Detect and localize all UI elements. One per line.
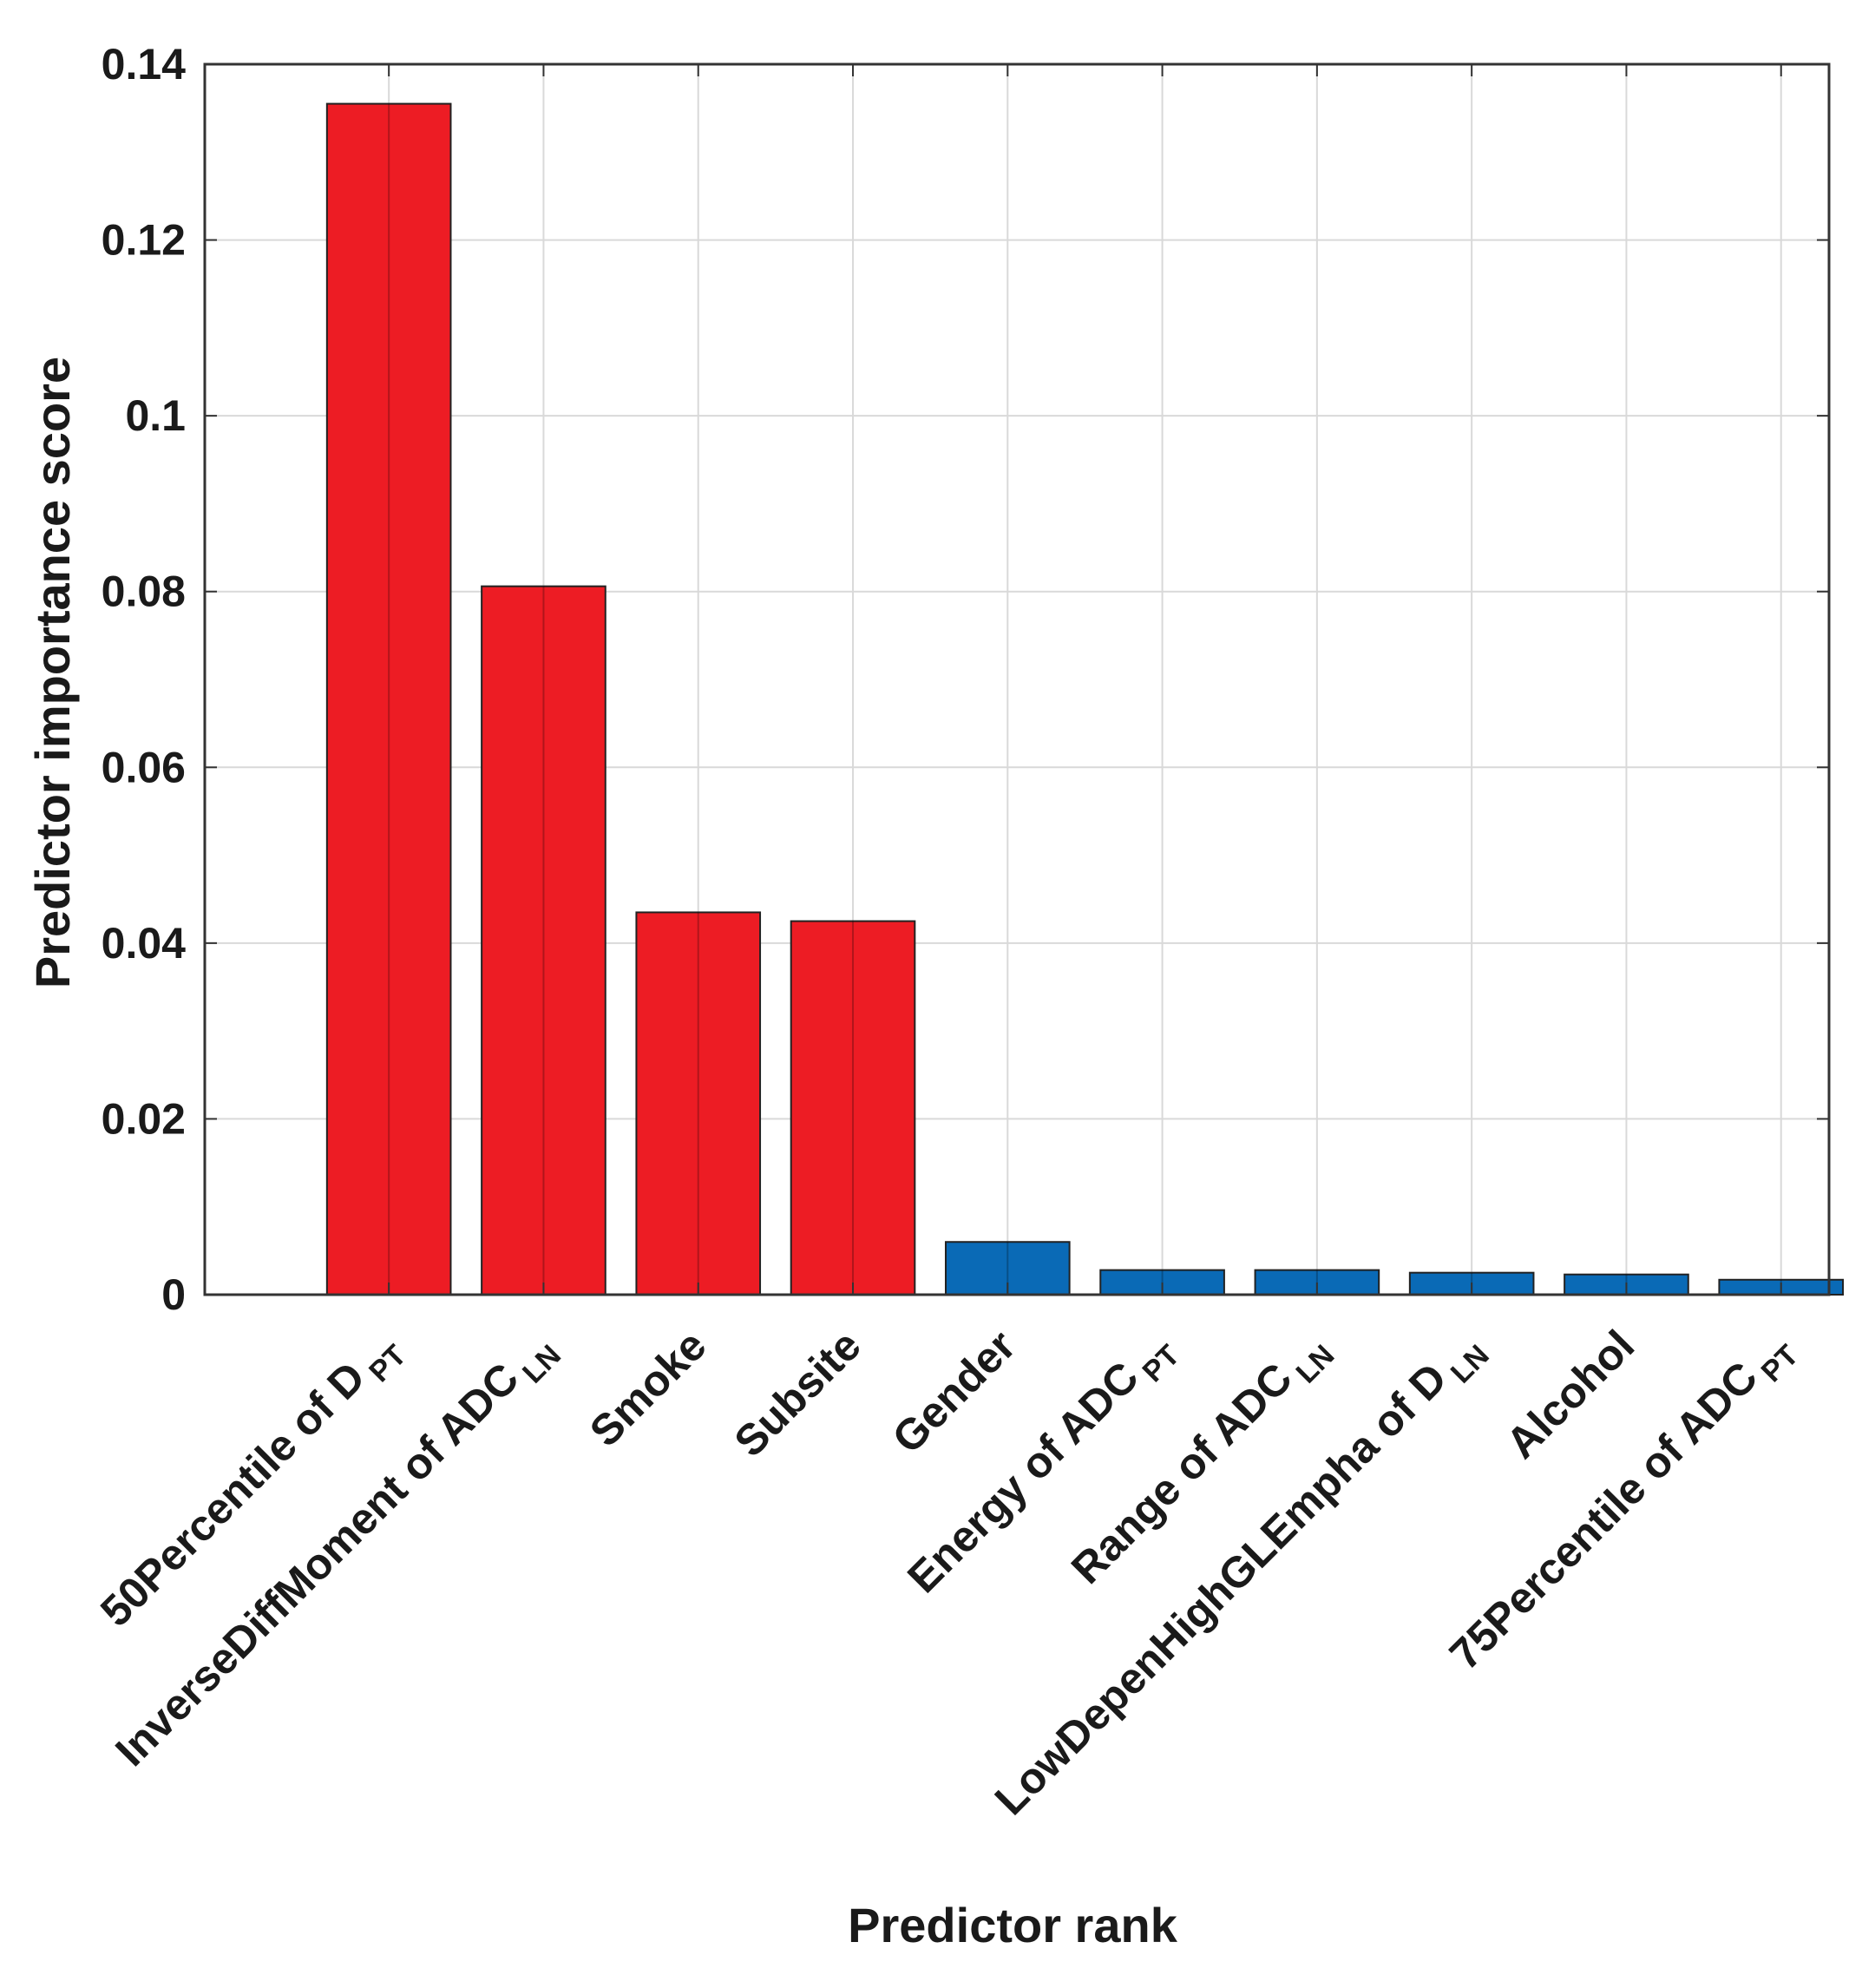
y-tick-label: 0.14 [102, 40, 187, 89]
bar [790, 920, 916, 1296]
y-tick-label: 0.08 [102, 568, 186, 616]
y-tick-label: 0.12 [102, 216, 186, 265]
y-tick-label: 0 [161, 1270, 186, 1319]
y-axis-title: Predictor importance score [25, 357, 80, 988]
plot-frame [203, 62, 1831, 1296]
y-tick-label: 0.1 [125, 391, 186, 440]
y-tick-label: 0.02 [102, 1094, 186, 1143]
bars [325, 102, 1845, 1296]
grid-lines [205, 63, 1829, 1296]
x-axis-title: Predictor rank [848, 1898, 1178, 1952]
y-tick-labels: 0 0.02 0.04 0.06 0.08 0.1 0.12 0.14 [102, 40, 187, 1319]
y-tick-label: 0.06 [102, 743, 186, 791]
y-tick-label: 0.04 [102, 919, 187, 968]
axes [203, 62, 1831, 1296]
bar [635, 911, 762, 1296]
bar [325, 102, 452, 1296]
bar [481, 585, 606, 1296]
